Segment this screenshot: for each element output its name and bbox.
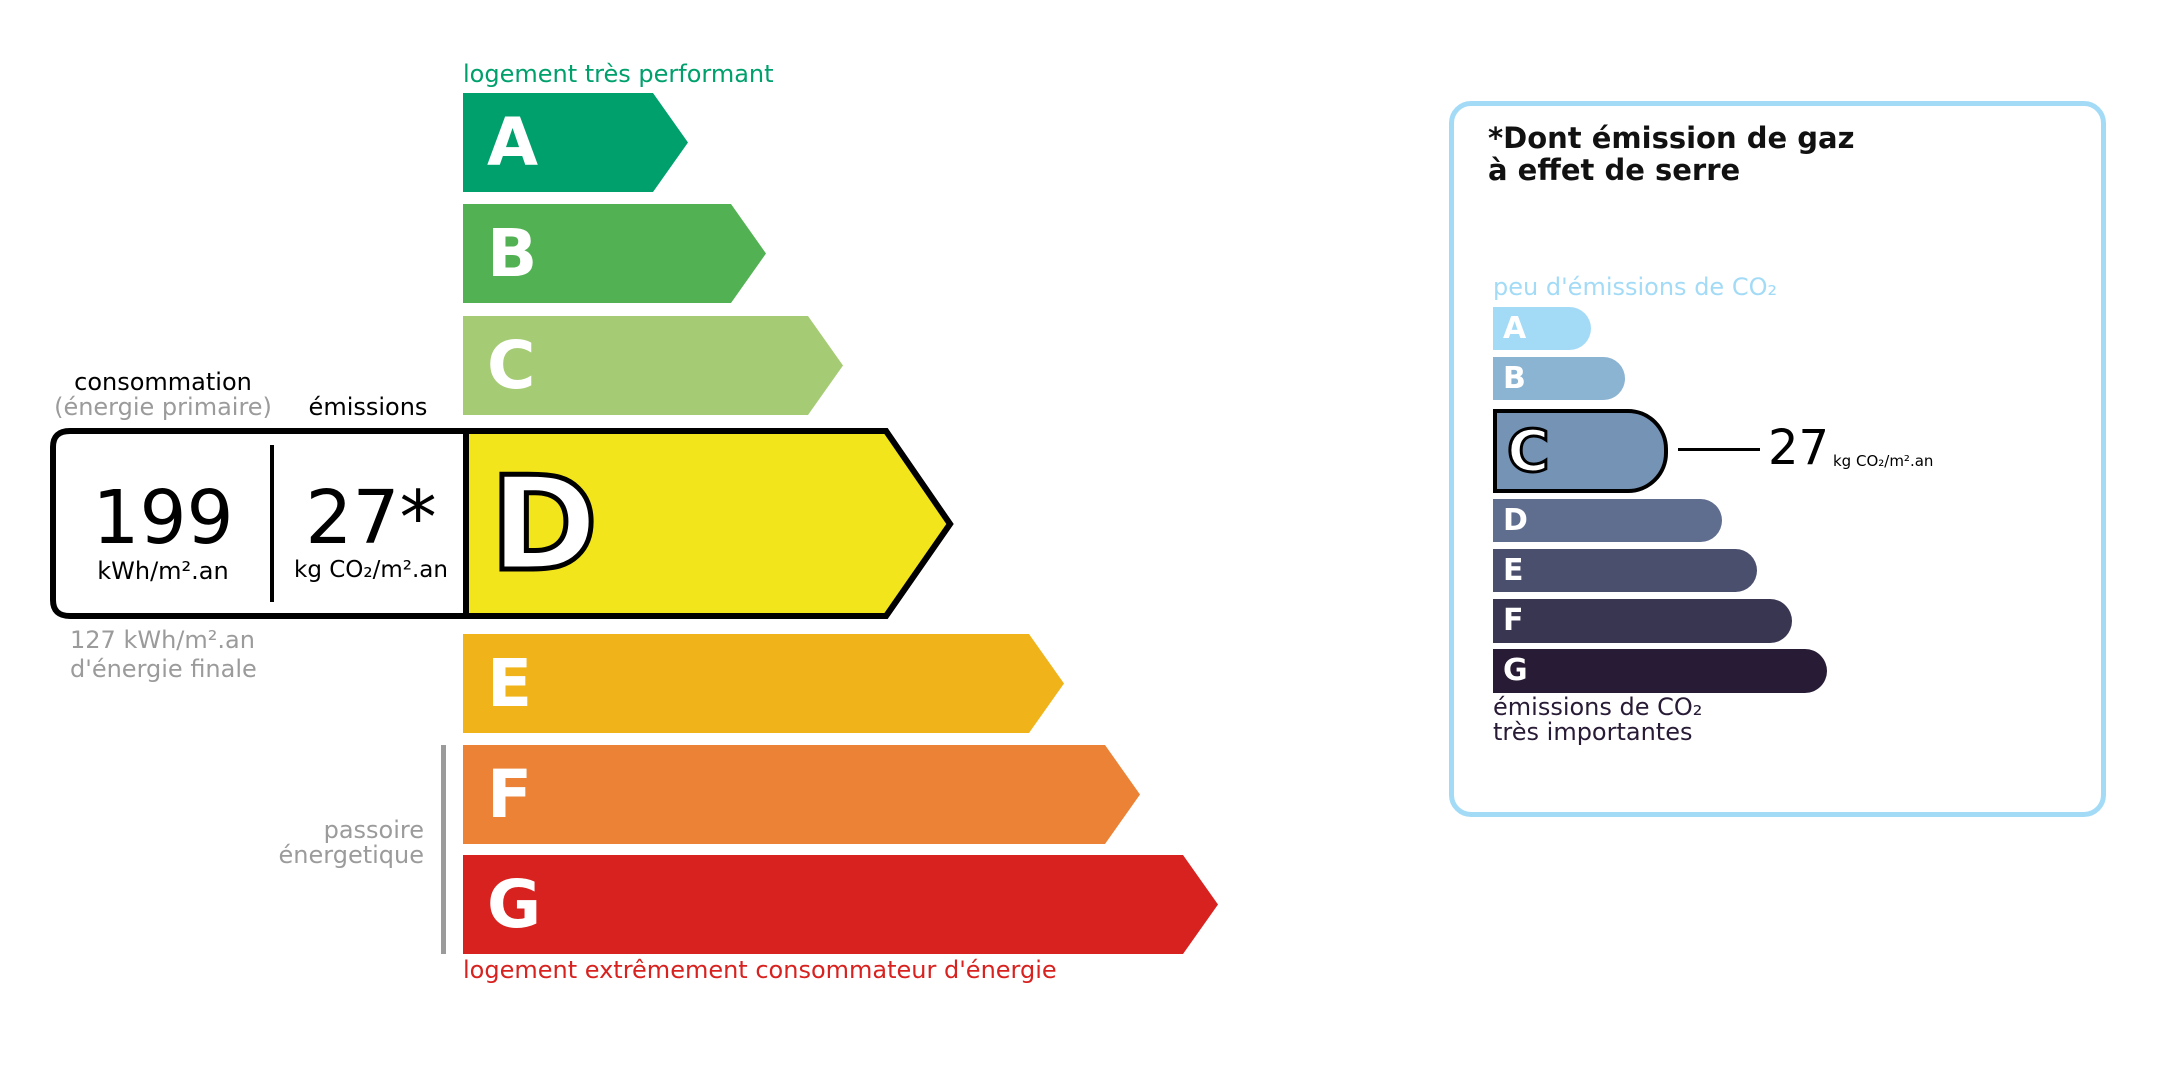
ges-bar-a: A — [1493, 307, 1591, 350]
consumption-sub: (énergie primaire) — [54, 393, 272, 421]
consumption-unit: kWh/m².an — [97, 557, 229, 585]
ges-bar-d: D — [1493, 499, 1722, 542]
passoire-label-2: énergetique — [278, 841, 424, 869]
class-bar-d — [463, 428, 954, 619]
ges-unit: kg CO₂/m².an — [1833, 452, 1934, 470]
passoire-label-1: passoire — [323, 816, 424, 844]
class-letter: A — [487, 104, 539, 181]
class-bar-g: G — [463, 855, 1218, 954]
ges-bottom-label-2: très importantes — [1493, 718, 1693, 746]
class-bar-b: B — [463, 204, 766, 303]
ges-bar-g: G — [1493, 649, 1827, 693]
emissions-label: émissions — [308, 393, 428, 421]
class-letter: F — [1503, 603, 1524, 638]
emissions-unit: kg CO₂/m².an — [294, 557, 448, 583]
current-class-letter: D — [488, 446, 601, 603]
emissions-value: 27* — [305, 475, 437, 561]
consumption-label: consommation — [74, 368, 252, 396]
ges-panel — [1449, 101, 2106, 817]
ges-bar-b: B — [1493, 357, 1625, 400]
class-bar-f: F — [463, 745, 1140, 844]
top-label: logement très performant — [463, 60, 774, 88]
class-bar-a: A — [463, 93, 688, 192]
final-energy-value: 127 kWh/m².an — [70, 626, 255, 654]
class-bar-e: E — [463, 634, 1064, 733]
final-energy-label: d'énergie finale — [70, 655, 257, 683]
bottom-label: logement extrêmement consommateur d'éner… — [463, 956, 1057, 984]
ges-title-line-1: *Dont émission de gaz — [1488, 121, 1855, 155]
class-letter: E — [487, 645, 533, 722]
ges-bottom-label: émissions de CO₂ très importantes — [1493, 695, 1702, 745]
class-letter: E — [1503, 553, 1524, 588]
class-letter: G — [1503, 653, 1528, 688]
ges-bar-f: F — [1493, 599, 1792, 643]
class-letter: C — [1506, 416, 1552, 487]
class-letter: B — [1503, 361, 1526, 396]
class-letter: D — [1503, 503, 1528, 538]
class-bar-c: C — [463, 316, 843, 415]
class-letter: C — [487, 327, 536, 404]
class-letter: G — [487, 866, 542, 943]
class-letter: A — [1503, 311, 1527, 346]
current-class-box — [50, 428, 954, 619]
class-letter: F — [487, 756, 533, 833]
consumption-value: 199 — [92, 475, 234, 561]
ges-title: *Dont émission de gaz à effet de serre — [1488, 122, 1854, 186]
ges-bar-c-current: C — [1493, 409, 1668, 493]
ges-value: 27 — [1768, 420, 1830, 476]
ges-title-line-2: à effet de serre — [1488, 153, 1741, 187]
ges-bar-e: E — [1493, 549, 1757, 592]
passoire-marker — [441, 745, 446, 954]
ges-top-label: peu d'émissions de CO₂ — [1493, 273, 1778, 301]
ges-bottom-label-1: émissions de CO₂ — [1493, 693, 1703, 721]
ges-value-connector — [1678, 448, 1760, 451]
class-letter: B — [487, 215, 538, 292]
